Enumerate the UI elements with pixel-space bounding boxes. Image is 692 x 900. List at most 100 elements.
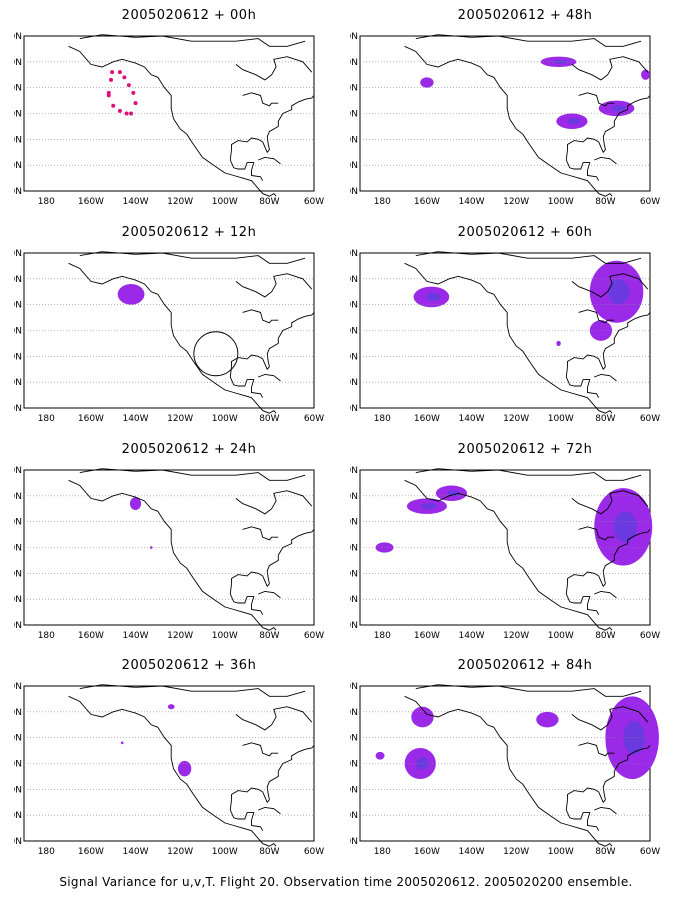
variance-shade-core: [607, 279, 630, 305]
lon-tick-label: 60W: [640, 414, 660, 424]
lon-tick-label: 160W: [414, 631, 440, 641]
coastline: [415, 251, 642, 264]
coastline: [567, 529, 651, 588]
lon-tick-label: 80W: [595, 197, 615, 207]
lat-tick-label: 10N: [350, 404, 358, 414]
map-plot: 70N 60N 50N 40N 30N 20N 10N 180 160W 140W 120W 100W…: [14, 466, 324, 641]
variance-shade-core: [420, 503, 437, 510]
lon-tick-label: 180: [38, 414, 55, 424]
lon-tick-label: 180: [38, 631, 55, 641]
lat-tick-label: 60N: [14, 58, 22, 68]
lon-tick-label: 120W: [167, 847, 193, 857]
coastline: [565, 799, 600, 831]
variance-shade: [641, 69, 650, 80]
flight-track-point: [117, 108, 122, 113]
lat-tick-label: 70N: [350, 466, 358, 476]
lon-tick-label: 80W: [595, 847, 615, 857]
lon-tick-label: 60W: [304, 847, 324, 857]
lon-tick-label: 160W: [78, 197, 104, 207]
coastline: [242, 92, 279, 107]
panel-title: 2005020612 + 72h: [457, 442, 593, 457]
coastline: [594, 590, 617, 599]
variance-shade: [120, 741, 124, 745]
coastline: [578, 526, 615, 541]
panel-title: 2005020612 + 36h: [121, 658, 257, 673]
lon-tick-label: 80W: [595, 414, 615, 424]
variance-shade-core: [613, 511, 637, 543]
lon-tick-label: 180: [374, 197, 391, 207]
lon-tick-label: 100W: [548, 631, 574, 641]
lon-tick-label: 160W: [78, 847, 104, 857]
lon-tick-label: 120W: [167, 197, 193, 207]
map-plot: 70N 60N 50N 40N 30N 20N 10N 180 160W 140W 120W 100W…: [14, 682, 324, 857]
lat-tick-label: 60N: [14, 708, 22, 718]
flight-track-point: [109, 77, 113, 82]
lat-tick-label: 30N: [14, 785, 22, 795]
target-circle: [193, 331, 239, 377]
lat-tick-label: 30N: [14, 569, 22, 579]
lat-tick-label: 50N: [350, 734, 358, 744]
lat-tick-label: 10N: [14, 404, 22, 414]
lon-tick-label: 80W: [259, 631, 279, 641]
lat-tick-label: 40N: [350, 327, 358, 337]
map-plot: 70N 60N 50N 40N 30N 20N 10N 180 160W 140W 120W 100W…: [14, 32, 324, 207]
map-panel: 2005020612 + 48h 70N 60N 50N 40N 30N 20N 10N 180…: [350, 8, 690, 218]
map-plot: 70N 60N 50N 40N 30N 20N 10N 180 160W 140W 120W 100W…: [350, 466, 660, 641]
lat-tick-label: 50N: [350, 518, 358, 528]
lat-tick-label: 50N: [14, 301, 22, 311]
coastline: [578, 742, 615, 757]
variance-shade: [117, 284, 145, 305]
lon-tick-label: 160W: [78, 631, 104, 641]
coastline: [404, 695, 613, 847]
coastline: [231, 745, 315, 804]
lon-tick-label: 80W: [259, 197, 279, 207]
lon-tick-label: 100W: [548, 414, 574, 424]
coastline: [235, 490, 313, 515]
lat-tick-label: 20N: [14, 378, 22, 388]
lon-tick-label: 140W: [122, 414, 148, 424]
lon-tick-label: 60W: [640, 631, 660, 641]
map-plot: 70N 60N 50N 40N 30N 20N 10N 180 160W 140W 120W 100W…: [350, 32, 660, 207]
panel-title: 2005020612 + 24h: [121, 442, 257, 457]
coastline: [68, 695, 277, 847]
coastline: [229, 366, 264, 398]
coastline: [235, 56, 313, 81]
lat-tick-label: 40N: [14, 760, 22, 770]
flight-track-point: [133, 101, 138, 106]
lat-tick-label: 30N: [14, 352, 22, 362]
coastline: [242, 309, 279, 324]
variance-shade: [420, 77, 434, 88]
map-panel: 2005020612 + 84h 70N 60N 50N 40N 30N 20N 10N 180…: [350, 658, 690, 868]
lat-tick-label: 50N: [350, 84, 358, 94]
coastline: [594, 806, 617, 815]
lat-tick-label: 60N: [14, 275, 22, 285]
lon-tick-label: 100W: [548, 847, 574, 857]
variance-shade: [536, 711, 559, 728]
lat-tick-label: 20N: [14, 595, 22, 605]
lon-tick-label: 120W: [167, 414, 193, 424]
coastline: [231, 95, 315, 154]
coastline: [231, 312, 315, 371]
panel-title: 2005020612 + 60h: [457, 225, 593, 240]
lon-tick-label: 140W: [122, 197, 148, 207]
lat-tick-label: 60N: [14, 492, 22, 502]
lon-tick-label: 160W: [414, 847, 440, 857]
lon-tick-label: 140W: [458, 847, 484, 857]
variance-shade-core: [567, 118, 581, 125]
lon-tick-label: 140W: [122, 631, 148, 641]
coastline: [235, 706, 313, 731]
coastline: [571, 706, 649, 731]
map-panel: 2005020612 + 24h 70N 60N 50N 40N 30N 20N 10N 180…: [14, 442, 354, 652]
lat-tick-label: 40N: [14, 327, 22, 337]
lat-tick-label: 60N: [350, 58, 358, 68]
lon-tick-label: 160W: [414, 414, 440, 424]
lon-tick-label: 140W: [458, 197, 484, 207]
lat-tick-label: 70N: [14, 249, 22, 259]
lat-tick-label: 40N: [350, 110, 358, 120]
lat-tick-label: 10N: [350, 837, 358, 847]
coastline: [565, 149, 600, 181]
coastline: [415, 468, 642, 481]
lat-tick-label: 70N: [14, 466, 22, 476]
coastline: [68, 479, 277, 631]
panel-title: 2005020612 + 00h: [121, 8, 257, 23]
